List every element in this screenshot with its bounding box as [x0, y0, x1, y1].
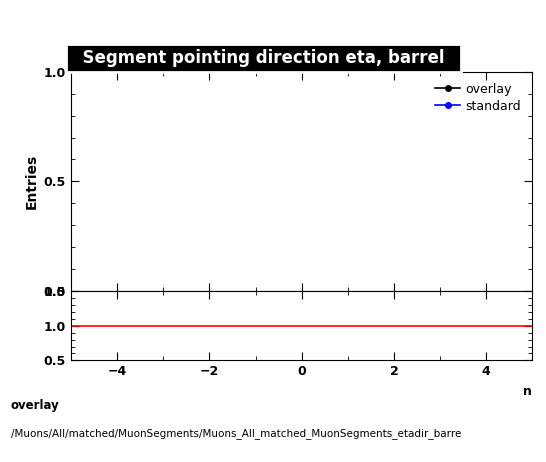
- Text: /Muons/All/matched/MuonSegments/Muons_All_matched_MuonSegments_etadir_barre: /Muons/All/matched/MuonSegments/Muons_Al…: [11, 429, 461, 439]
- Text: n: n: [524, 384, 532, 397]
- Legend: overlay, standard: overlay, standard: [430, 78, 526, 118]
- Text: Segment pointing direction eta, barrel: Segment pointing direction eta, barrel: [71, 49, 456, 67]
- Y-axis label: Entries: Entries: [25, 154, 38, 209]
- Text: overlay: overlay: [11, 399, 60, 412]
